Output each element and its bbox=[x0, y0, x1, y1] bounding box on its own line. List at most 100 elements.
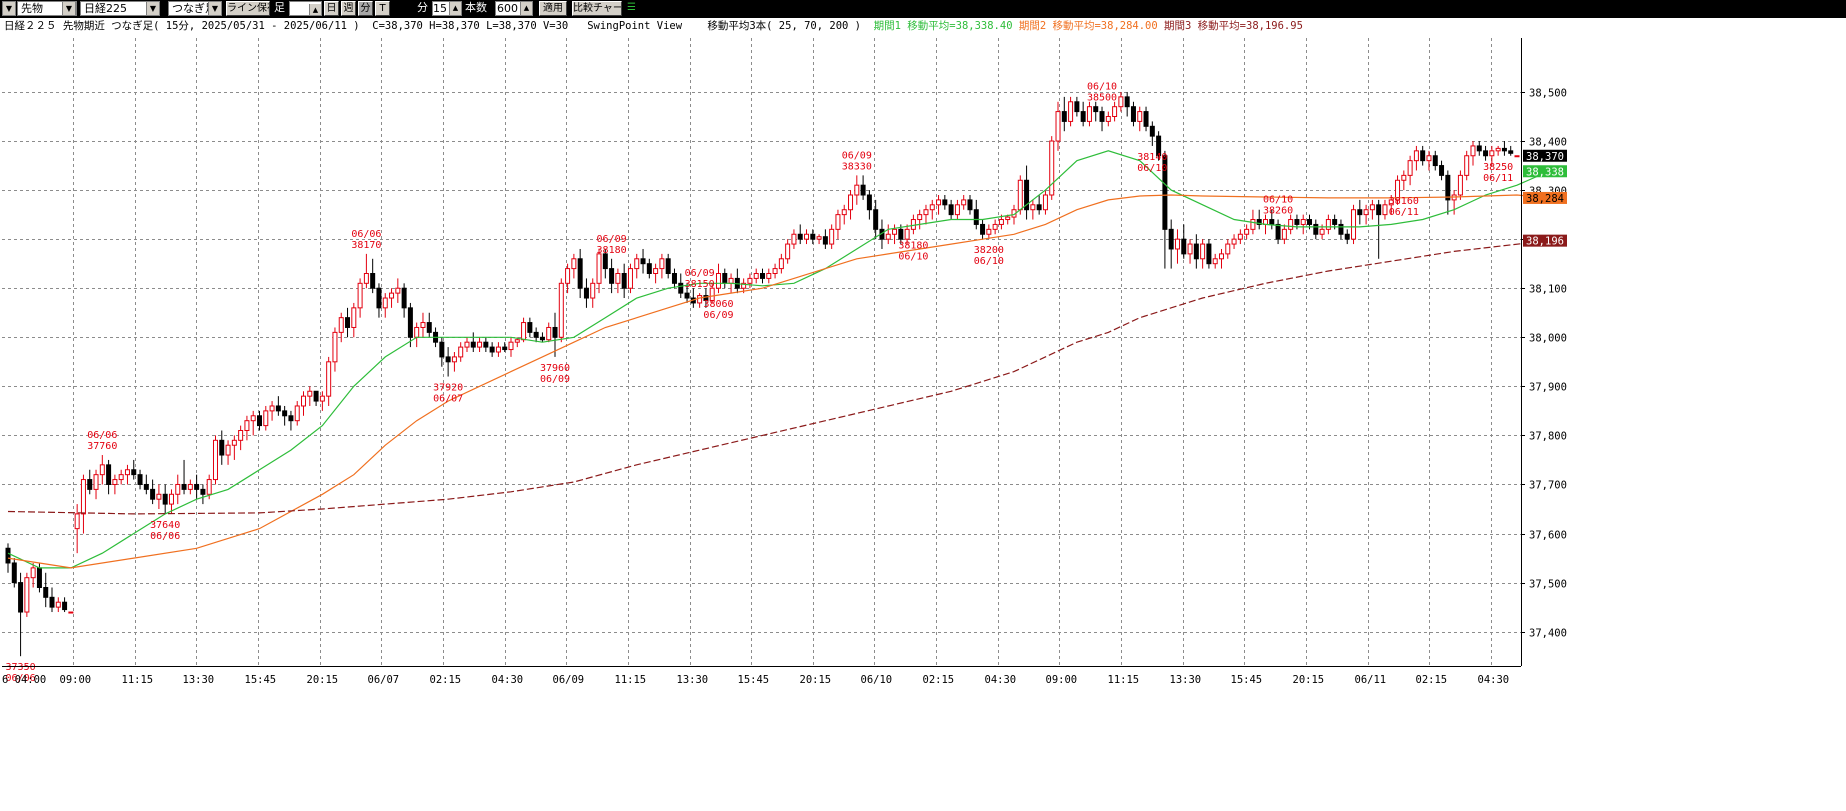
candle bbox=[181, 459, 187, 495]
candle-body bbox=[898, 228, 904, 240]
candle bbox=[942, 195, 948, 210]
x-tick-label: 6 04:00 bbox=[2, 674, 46, 686]
candle-body bbox=[1174, 238, 1180, 250]
symbol-select[interactable]: 日経225 bbox=[80, 1, 160, 16]
candle bbox=[986, 224, 992, 240]
candle bbox=[244, 415, 250, 441]
candle-body bbox=[778, 258, 784, 270]
bars-spinner-icon[interactable]: ▲ bbox=[520, 2, 532, 15]
candle bbox=[143, 474, 149, 495]
candle-body bbox=[382, 297, 388, 309]
candle-body bbox=[1049, 140, 1055, 196]
axes: 37,400 37,500 37,600 37,700 37,800 37,900 38,0… bbox=[2, 38, 1567, 686]
chain-select-chevron-down-icon[interactable]: ▼ bbox=[208, 1, 222, 16]
ma-price-tag-text: 38,196 bbox=[1526, 236, 1564, 248]
ma-price-tag-bg bbox=[1523, 234, 1567, 247]
candle bbox=[156, 484, 162, 509]
period-week-button[interactable]: 週 bbox=[341, 1, 356, 16]
candle-body bbox=[194, 483, 200, 490]
candle-body bbox=[1231, 238, 1237, 245]
x-tick-label: 06/07 bbox=[368, 674, 400, 686]
interval-spinner-icon[interactable]: ▲ bbox=[449, 2, 461, 15]
candle bbox=[829, 224, 835, 249]
candle bbox=[1489, 145, 1495, 166]
candle bbox=[1061, 96, 1067, 132]
market-select-chevron-down-icon[interactable]: ▼ bbox=[62, 1, 76, 16]
candle-body bbox=[816, 236, 822, 240]
candle-body bbox=[1212, 258, 1218, 265]
swing-point-line2: 38150 bbox=[685, 279, 715, 290]
ma-price-tag-bg bbox=[1523, 191, 1567, 204]
candle-body bbox=[1099, 111, 1105, 122]
candle bbox=[168, 489, 174, 514]
candle bbox=[766, 268, 772, 284]
candle-body bbox=[810, 233, 816, 240]
candle bbox=[1363, 204, 1369, 225]
line-save-button[interactable]: ライン保存 bbox=[226, 1, 270, 16]
candle bbox=[1218, 248, 1224, 269]
candle bbox=[854, 175, 860, 205]
candle-body bbox=[709, 287, 715, 301]
period-tick-button[interactable]: T bbox=[375, 1, 390, 16]
chart-lines-icon[interactable]: ☰ bbox=[627, 2, 636, 13]
candle bbox=[590, 278, 596, 308]
candle bbox=[627, 263, 633, 294]
candle bbox=[118, 469, 124, 485]
candle-body bbox=[420, 322, 426, 328]
ma-line-200 bbox=[7, 240, 1549, 515]
symbol-select-chevron-down-icon[interactable]: ▼ bbox=[146, 1, 160, 16]
candle-body bbox=[137, 474, 143, 485]
candle bbox=[892, 224, 898, 245]
swing-point-line1: 06/10 bbox=[1263, 195, 1293, 206]
candle bbox=[1225, 239, 1231, 259]
candle bbox=[923, 204, 929, 225]
foot-spinner-icon[interactable]: ▲ bbox=[309, 4, 321, 15]
candle bbox=[99, 455, 105, 485]
candle bbox=[634, 253, 640, 279]
candle bbox=[131, 459, 137, 480]
menu-dropdown-icon[interactable]: ▼ bbox=[2, 1, 16, 16]
candle-body bbox=[238, 430, 244, 441]
candle bbox=[219, 430, 225, 465]
candle-body bbox=[841, 209, 847, 216]
chain-select[interactable]: つなぎ足 bbox=[168, 1, 221, 16]
foot-input[interactable]: ▲ bbox=[289, 1, 322, 16]
period-day-button[interactable]: 日 bbox=[324, 1, 339, 16]
candle bbox=[778, 253, 784, 274]
candle bbox=[1300, 214, 1306, 235]
ma-price-tag-bg bbox=[1523, 165, 1567, 178]
bars-input[interactable]: 600 ▲ bbox=[495, 1, 533, 16]
candle-body bbox=[257, 415, 262, 427]
interval-input[interactable]: 15 ▲ bbox=[432, 1, 462, 16]
candle bbox=[1464, 150, 1470, 181]
candle bbox=[1030, 199, 1036, 220]
candle-body bbox=[822, 236, 828, 245]
x-tick-label: 20:15 bbox=[800, 674, 832, 686]
candle bbox=[653, 263, 659, 284]
ma2-readout: 期間2 移動平均=38,284.00 bbox=[1018, 20, 1158, 32]
candle bbox=[1369, 199, 1375, 220]
swing-point-line1: 37960 bbox=[540, 363, 570, 374]
swing-point-line2: 38330 bbox=[842, 161, 872, 172]
compare-chart-button[interactable]: 比較チャート bbox=[572, 1, 622, 16]
swing-point-line1: 06/09 bbox=[685, 268, 715, 279]
candle-body bbox=[1200, 243, 1206, 260]
candle bbox=[319, 391, 325, 411]
apply-button[interactable]: 適用 bbox=[539, 1, 567, 16]
candle bbox=[936, 195, 942, 215]
candle bbox=[621, 263, 627, 299]
candle-body bbox=[684, 292, 690, 299]
candle bbox=[917, 209, 923, 230]
candle bbox=[1200, 239, 1206, 269]
ma-price-tag: 38,196 bbox=[1523, 234, 1567, 248]
y-tick-label: 38,100 bbox=[1529, 284, 1567, 296]
candle bbox=[43, 572, 49, 608]
candle bbox=[910, 214, 916, 235]
candle-body bbox=[923, 209, 929, 216]
candle-body bbox=[269, 405, 275, 412]
period-minute-button[interactable]: 分 bbox=[358, 1, 373, 16]
candle-body bbox=[326, 361, 332, 397]
